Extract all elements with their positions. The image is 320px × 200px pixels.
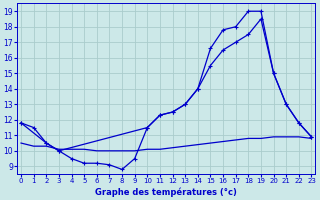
X-axis label: Graphe des températures (°c): Graphe des températures (°c) xyxy=(95,187,237,197)
